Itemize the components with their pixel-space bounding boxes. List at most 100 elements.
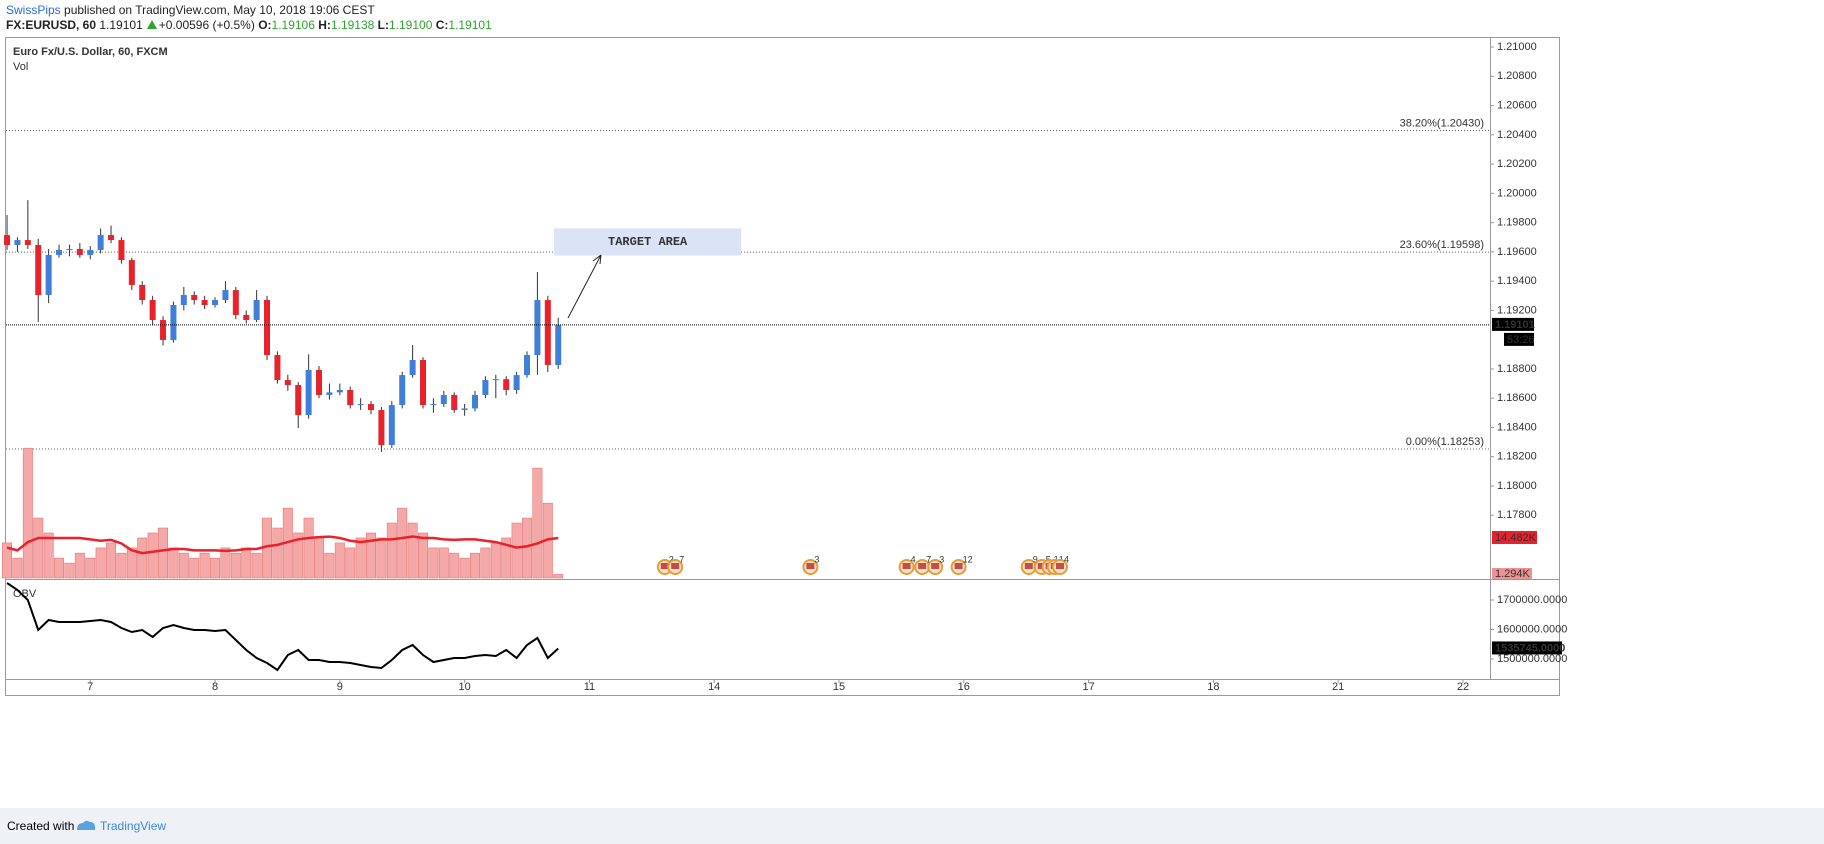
volume-bar [438,547,449,579]
candle-body [264,300,271,356]
volume-bar [355,537,366,579]
event-flag [902,563,911,569]
candle-body [118,240,125,261]
event-label: 7 [926,554,931,564]
volume-bar [366,532,376,579]
change: +0.00596 (+0.5%) [158,18,255,32]
candle-body [492,379,499,381]
ma-box [1492,530,1537,544]
event-flag [1055,563,1064,569]
candle-body [482,380,489,395]
volume-bar [2,542,12,579]
x-tick-label: 8 [212,681,218,693]
candle-body [295,385,302,416]
candle-body [253,300,260,321]
candle-body [14,240,21,246]
volume-box [1492,568,1532,579]
ohlc-value: 1.19106 [271,18,315,32]
frame [5,37,1560,696]
ohlc-key: C: [435,18,449,32]
candle-body [274,355,281,381]
level-label: 0.00%(1.18253) [1406,436,1484,448]
candle-body [347,390,354,406]
ohlc-key: L: [377,18,389,32]
y-tick-label: 1.20600 [1497,99,1537,111]
candle-body [524,355,531,376]
volume-bar [428,547,439,579]
volume-bar [303,517,314,579]
volume-bar [501,537,512,579]
candle-body [388,405,395,446]
candle-body [4,235,11,246]
x-tick-label: 14 [708,681,720,693]
candle-body [305,369,312,416]
volume-bar [199,552,210,579]
candle-body [513,375,520,391]
brand[interactable]: TradingView [100,819,167,833]
event-label: 12 [963,554,973,564]
x-tick-label: 21 [1332,681,1344,693]
volume-bar [116,552,127,579]
volume-bar [251,552,262,579]
target-label: TARGET AREA [608,235,688,249]
y-tick-label: 1.19800 [1497,217,1537,229]
obv-tick-label: 1600000.0000 [1497,623,1567,635]
candle-body [128,260,135,285]
volume-bar [407,522,418,579]
candle-body [149,300,156,321]
candle-body [544,300,551,365]
candle-body [326,392,333,395]
volume-bar [158,527,168,579]
volume-bar [147,532,158,579]
x-tick-label: 10 [458,681,470,693]
candle-body [232,290,239,315]
candle-body [336,390,343,393]
volume-bar [397,507,408,579]
y-tick-label: 1.18600 [1497,392,1537,404]
volume-bar [43,532,54,579]
event-label: 3 [939,554,944,564]
volume-label: 1.294K [1495,568,1531,580]
ma-label: 14.482K [1495,532,1537,544]
x-tick-label: 16 [958,681,970,693]
candle-body [534,300,541,356]
last-price-label: 1.19101 [1495,319,1535,331]
volume-bar [178,552,189,579]
y-tick-label: 1.20200 [1497,158,1537,170]
volume-bar [532,467,543,579]
volume-bar [272,527,283,579]
arrow [567,254,602,319]
volume-bar [376,537,387,579]
x-tick-label: 18 [1207,681,1219,693]
volume-bar [314,537,324,579]
author[interactable]: SwissPips [6,3,61,17]
obv-box [1492,641,1562,655]
candle-body [222,290,229,301]
obv-last-label: 1535745.0000 [1495,642,1565,654]
event-flag [918,563,927,569]
volume-bar [54,557,64,579]
created-with: Created with [7,819,75,833]
volume-bar [511,522,522,579]
event-label: 4 [911,554,916,564]
x-tick-label: 22 [1457,681,1469,693]
ohlc-value: 1.19138 [330,18,375,32]
candle-body [66,248,73,250]
volume-bar [220,547,231,579]
volume-bar [522,517,532,579]
volume-legend: Vol [13,61,28,73]
header: SwissPips published on TradingView.com, … [6,3,492,33]
volume-bar [324,552,335,579]
target-area [554,228,742,256]
candle-body [409,360,416,376]
last: 1.19101 [99,18,143,32]
candle-body [284,380,291,386]
candle-body [461,408,468,411]
volume-bar [210,557,220,579]
candle-body [201,300,208,306]
y-tick-label: 1.18200 [1497,451,1537,463]
candle-body [139,284,146,301]
chart-title: Euro Fx/U.S. Dollar, 60, FXCM [13,46,168,58]
volume-bar [106,542,116,579]
